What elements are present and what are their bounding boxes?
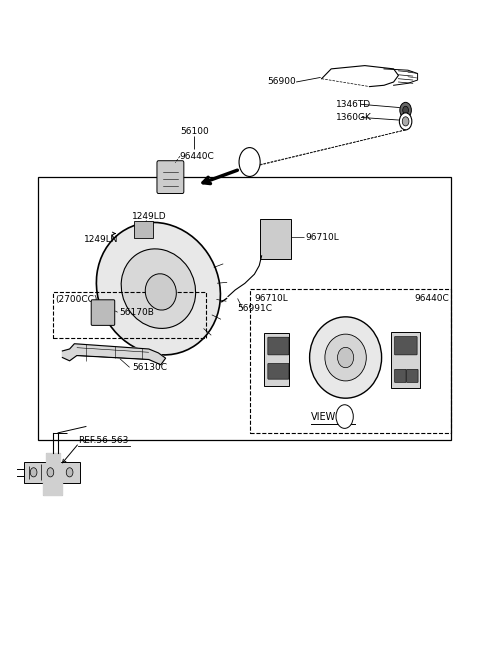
Text: 1346TD: 1346TD [336, 100, 371, 109]
FancyBboxPatch shape [157, 161, 184, 194]
Ellipse shape [337, 348, 354, 367]
Ellipse shape [96, 222, 220, 355]
FancyBboxPatch shape [395, 369, 406, 382]
Circle shape [402, 117, 409, 126]
Text: 96710L: 96710L [254, 294, 288, 303]
Circle shape [336, 405, 353, 428]
Text: 56170B: 56170B [119, 308, 154, 317]
Circle shape [30, 468, 37, 477]
Ellipse shape [310, 317, 382, 398]
Bar [38, 177, 451, 440]
Text: 1360GK: 1360GK [336, 113, 372, 122]
Text: 56100: 56100 [180, 127, 209, 136]
Bar [53, 292, 206, 338]
Circle shape [66, 468, 73, 477]
Text: 56991C: 56991C [237, 304, 272, 313]
Polygon shape [62, 344, 166, 365]
FancyBboxPatch shape [260, 219, 291, 259]
Bar [250, 289, 451, 433]
Text: 56130C: 56130C [132, 363, 167, 372]
Text: 56900: 56900 [267, 77, 296, 87]
Circle shape [403, 106, 408, 114]
FancyBboxPatch shape [264, 333, 289, 386]
Polygon shape [46, 453, 60, 462]
Text: 96440C: 96440C [414, 294, 449, 303]
Text: REF.56-563: REF.56-563 [78, 436, 129, 445]
FancyBboxPatch shape [268, 337, 289, 355]
Text: A: A [246, 157, 253, 167]
FancyBboxPatch shape [91, 300, 115, 325]
Circle shape [400, 102, 411, 118]
FancyBboxPatch shape [391, 332, 420, 388]
FancyBboxPatch shape [24, 462, 80, 483]
Ellipse shape [145, 274, 176, 310]
Text: 96710L: 96710L [306, 233, 339, 242]
Ellipse shape [121, 249, 196, 329]
Text: A: A [342, 412, 348, 421]
FancyBboxPatch shape [268, 363, 289, 379]
Text: 1249LN: 1249LN [84, 235, 119, 244]
Circle shape [239, 148, 260, 176]
Text: 96440C: 96440C [180, 152, 214, 161]
Ellipse shape [325, 334, 366, 381]
FancyBboxPatch shape [407, 369, 418, 382]
FancyBboxPatch shape [395, 337, 417, 355]
Polygon shape [43, 482, 62, 495]
Text: (2700CC): (2700CC) [55, 295, 97, 304]
Text: 1249LD: 1249LD [132, 212, 166, 221]
Circle shape [399, 113, 412, 130]
Circle shape [47, 468, 54, 477]
FancyBboxPatch shape [134, 221, 153, 238]
Text: VIEW: VIEW [311, 411, 336, 422]
